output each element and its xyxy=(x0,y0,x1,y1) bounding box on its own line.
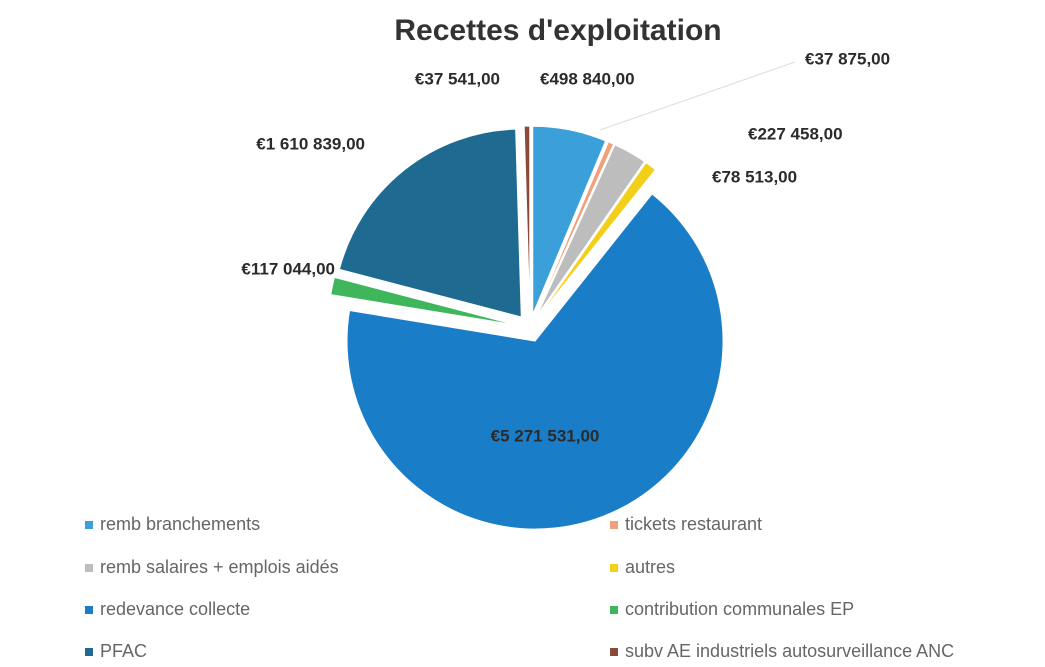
data-label: €1 610 839,00 xyxy=(256,134,365,153)
legend-swatch xyxy=(610,564,618,572)
data-label: €78 513,00 xyxy=(712,167,797,186)
data-label: €37 875,00 xyxy=(805,49,890,68)
pie-slice xyxy=(537,161,657,318)
data-label: €37 541,00 xyxy=(415,69,500,88)
data-label: €227 458,00 xyxy=(748,124,843,143)
pie-slice xyxy=(536,144,646,317)
legend-swatch xyxy=(610,521,618,529)
data-label: €5 271 531,00 xyxy=(491,426,600,445)
chart-title: Recettes d'exploitation xyxy=(394,14,721,47)
data-label: €117 044,00 xyxy=(241,259,335,278)
legend-label: contribution communales EP xyxy=(625,599,854,619)
legend-swatch xyxy=(85,606,93,614)
legend-swatch xyxy=(85,648,93,656)
pie-slice xyxy=(523,125,531,315)
legend-swatch xyxy=(85,564,93,572)
legend-label: subv AE industriels autosurveillance ANC xyxy=(625,641,954,661)
legend-label: PFAC xyxy=(100,641,147,661)
leader-line xyxy=(599,61,796,131)
data-label: €498 840,00 xyxy=(540,69,635,88)
pie-slice xyxy=(338,128,522,318)
legend-swatch xyxy=(85,521,93,529)
legend-swatch xyxy=(610,648,618,656)
legend-swatch xyxy=(610,606,618,614)
legend-label: remb salaires + emplois aidés xyxy=(100,557,339,577)
legend-label: autres xyxy=(625,557,675,577)
pie-slice xyxy=(532,125,607,315)
pie-slice xyxy=(535,141,615,316)
pie-slice xyxy=(346,193,724,530)
legend-label: redevance collecte xyxy=(100,599,250,619)
pie-slice xyxy=(330,276,517,326)
legend-label: tickets restaurant xyxy=(625,514,762,534)
legend-label: remb branchements xyxy=(100,514,260,534)
